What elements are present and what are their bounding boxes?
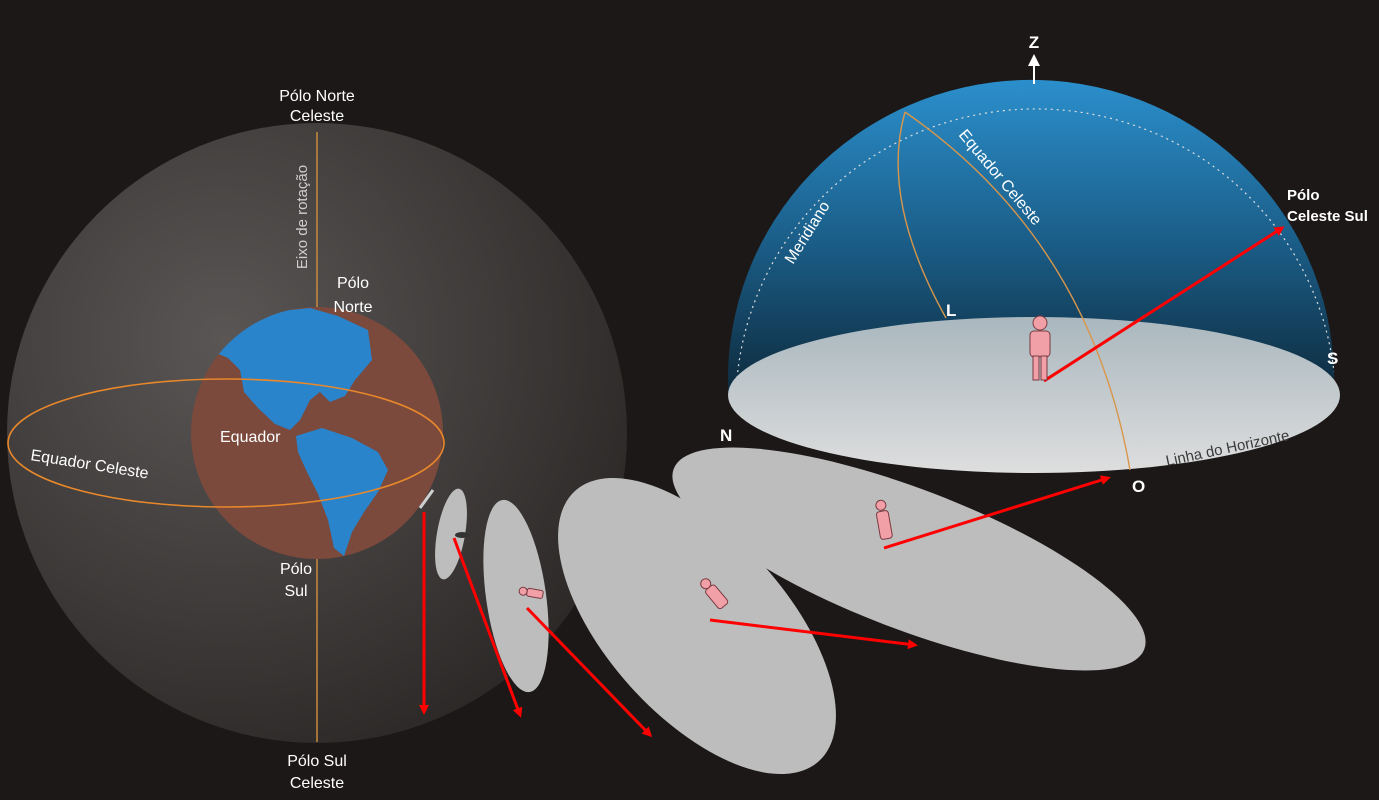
north-celestial-pole-label-line2: Celeste — [290, 108, 344, 125]
observer-disc-4 — [672, 447, 1146, 671]
equator-label: Equador — [220, 429, 281, 446]
north-celestial-pole-label-line1: Pólo Norte — [279, 88, 355, 105]
north-america-shape — [200, 308, 372, 430]
cardinal-south-label: S — [1327, 349, 1338, 368]
arrow-5 — [883, 475, 1111, 550]
cardinal-north-label: N — [720, 426, 732, 445]
horizon-disc — [728, 317, 1340, 473]
observer-disc-1 — [435, 488, 467, 580]
cardinal-west-label: O — [1132, 477, 1145, 496]
observer-marker-2 — [455, 532, 469, 538]
arrows — [419, 475, 1111, 738]
arrow-4 — [709, 618, 918, 650]
north-pole-label-line2: Norte — [333, 299, 372, 316]
earth — [191, 307, 443, 559]
zenith-arrow-head — [1028, 54, 1040, 66]
celestial-equator-ring — [7, 378, 445, 508]
south-america-shape — [296, 428, 388, 556]
south-pole-label-line2: Sul — [284, 583, 307, 600]
arrow-2 — [452, 537, 523, 718]
arrow-3 — [525, 606, 653, 738]
south-celestial-pole-horizon-line2: Celeste Sul — [1287, 208, 1368, 225]
south-celestial-pole-label-line2: Celeste — [290, 775, 344, 792]
north-pole-label-line1: Pólo — [337, 275, 369, 292]
observer-disc-2 — [483, 499, 549, 693]
cardinal-east-label: L — [946, 301, 956, 320]
celestial-equator-arc — [904, 111, 1131, 471]
meridian-line — [897, 111, 947, 319]
observer-marker-1 — [418, 489, 435, 509]
rotation-axis-label: Eixo de rotação — [294, 165, 311, 269]
observer-disc-3 — [558, 477, 836, 775]
south-celestial-pole-horizon-line1: Pólo — [1287, 187, 1320, 204]
south-pole-label-line1: Pólo — [280, 561, 312, 578]
sky-dome — [727, 79, 1334, 396]
sky-dome-outline — [735, 108, 1335, 397]
pole-arrow — [1043, 226, 1285, 383]
person-icon — [518, 499, 893, 610]
south-celestial-pole-label-line1: Pólo Sul — [287, 753, 347, 770]
zenith-label-text: Z — [1029, 33, 1039, 52]
central-observer-icon — [1029, 315, 1051, 381]
